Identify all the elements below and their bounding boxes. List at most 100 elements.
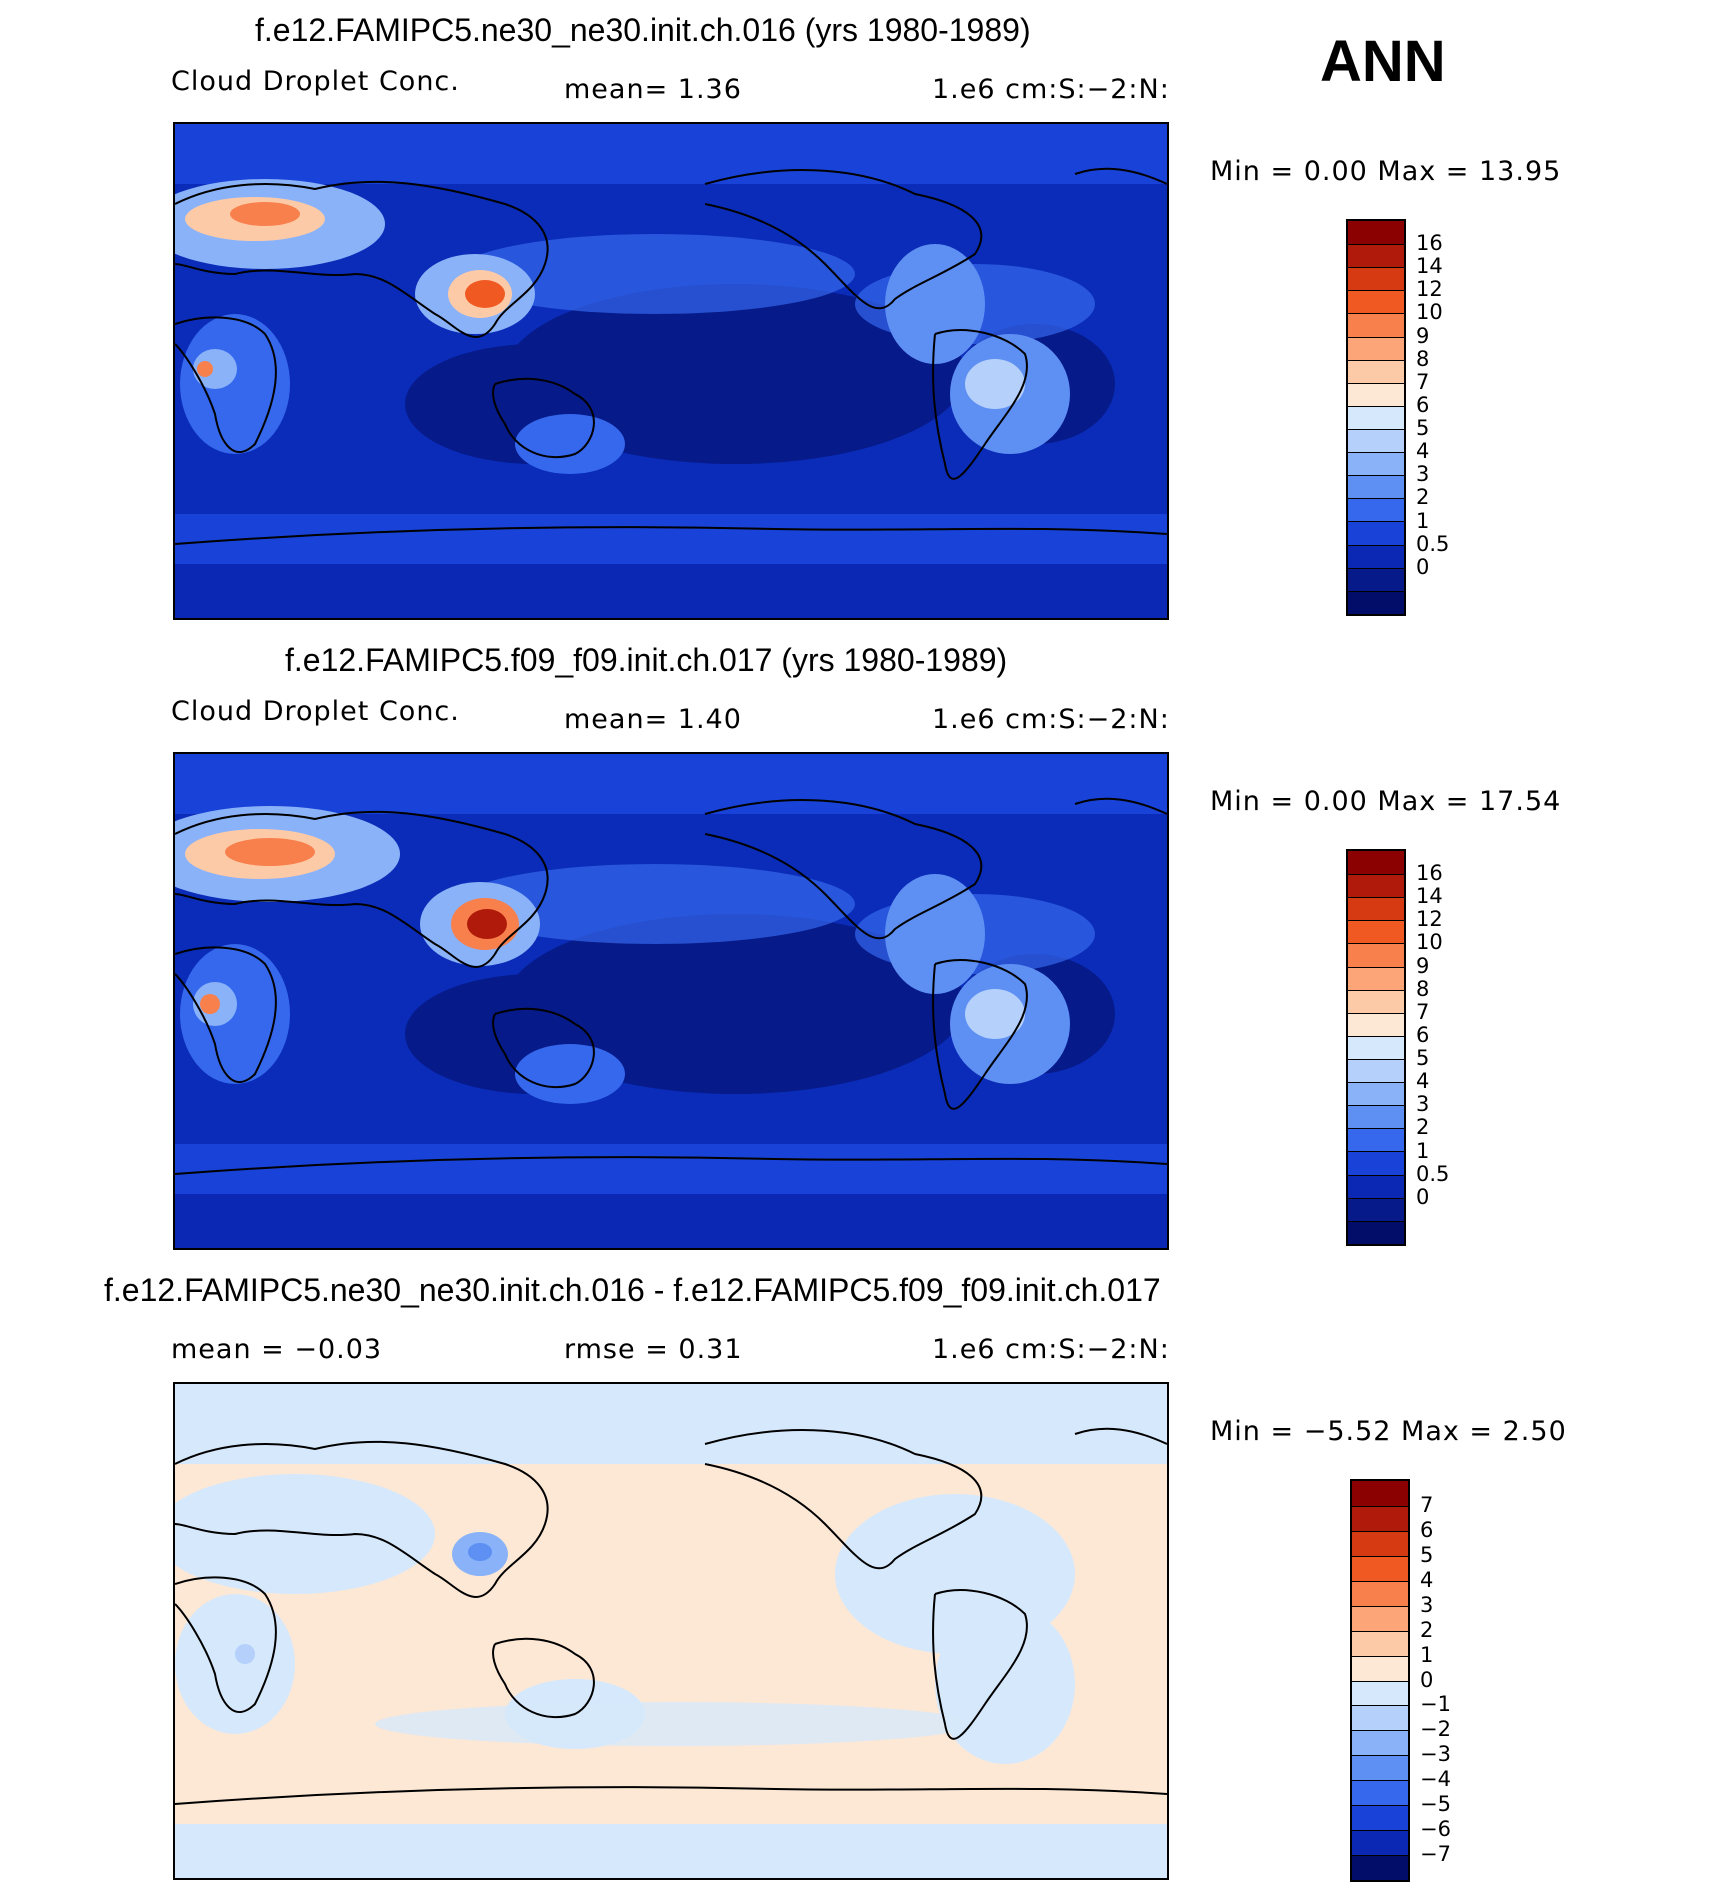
colorbar-swatch [1352,1630,1408,1656]
colorbar-tick-label: 4 [1416,439,1430,464]
colorbar-tick-label: 6 [1420,1517,1434,1542]
panel2-title: f.e12.FAMIPC5.f09_f09.init.ch.017 (yrs 1… [285,642,1008,678]
panel3-mean-label: mean = −0.03 [171,1334,383,1365]
colorbar-swatch [1352,1555,1408,1581]
colorbar-swatch [1348,221,1404,245]
colorbar-tick-label: 5 [1416,1046,1430,1071]
panel2-map-graphic [175,754,1167,1248]
colorbar-swatch [1348,590,1404,614]
colorbar-tick-label: 0.5 [1416,531,1450,556]
colorbar-swatch [1348,943,1404,967]
colorbar-tick-label: 2 [1416,485,1430,510]
colorbar-tick-label: 6 [1416,392,1430,417]
colorbar-tick-label: 1 [1416,508,1430,533]
colorbar-tick-label: 4 [1420,1567,1434,1592]
colorbar-tick-label: 0 [1416,554,1430,579]
colorbar-tick-label: 10 [1416,300,1443,325]
colorbar-swatch [1352,1705,1408,1731]
colorbar-swatch [1352,1530,1408,1556]
colorbar-tick-label: 4 [1416,1069,1430,1094]
panel3-map [173,1382,1169,1880]
colorbar-swatch [1352,1730,1408,1756]
colorbar-swatch [1348,1197,1404,1221]
colorbar-swatch [1348,452,1404,476]
colorbar-tick-label: 12 [1416,907,1443,932]
colorbar-swatch [1352,1830,1408,1856]
colorbar-swatch [1352,1805,1408,1831]
colorbar-swatch [1348,1058,1404,1083]
colorbar-swatch [1348,1012,1404,1036]
colorbar-tick-label: 3 [1416,1092,1430,1117]
panel1-units-label: 1.e6 cm:S:−2:N: [932,74,1170,105]
colorbar-swatch [1348,851,1404,875]
colorbar-tick-label: 8 [1416,976,1430,1001]
colorbar-tick-label: 8 [1416,346,1430,371]
colorbar-swatch [1352,1580,1408,1606]
colorbar-swatch [1348,1035,1404,1059]
panel3-colorbar-bar [1350,1479,1410,1882]
panel3-map-graphic [175,1384,1167,1878]
colorbar-swatch [1348,544,1404,568]
colorbar-tick-label: 3 [1420,1592,1434,1617]
colorbar-swatch [1348,567,1404,591]
colorbar-tick-label: 1 [1420,1642,1434,1667]
colorbar-swatch [1352,1680,1408,1706]
colorbar-swatch [1352,1655,1408,1681]
panel3-title: f.e12.FAMIPC5.ne30_ne30.init.ch.016 - f.… [104,1272,1161,1308]
panel1-colorbar-bar [1346,219,1406,616]
colorbar-swatch [1348,405,1404,429]
panel2-minmax-label: Min = 0.00 Max = 17.54 [1210,786,1562,817]
colorbar-swatch [1352,1855,1408,1880]
colorbar-tick-label: 0.5 [1416,1161,1450,1186]
colorbar-tick-label: 16 [1416,861,1443,886]
panel1-mean-label: mean= 1.36 [564,74,742,105]
panel2-units-label: 1.e6 cm:S:−2:N: [932,704,1170,735]
colorbar-swatch [1348,475,1404,499]
colorbar-swatch [1348,897,1404,921]
colorbar-tick-label: 3 [1416,462,1430,487]
colorbar-tick-label: 5 [1420,1542,1434,1567]
panel1-map [173,122,1169,620]
colorbar-tick-label: 5 [1416,416,1430,441]
colorbar-tick-label: −5 [1420,1792,1451,1817]
colorbar-tick-label: 9 [1416,323,1430,348]
colorbar-swatch [1348,1220,1404,1244]
colorbar-swatch [1348,290,1404,314]
colorbar-tick-label: −4 [1420,1767,1451,1792]
panel1-variable-label: Cloud Droplet Conc. [171,66,460,97]
panel2-map [173,752,1169,1250]
colorbar-tick-label: 12 [1416,277,1443,302]
colorbar-tick-label: 0 [1420,1667,1434,1692]
colorbar-tick-label: −1 [1420,1692,1451,1717]
colorbar-swatch [1348,1174,1404,1198]
colorbar-tick-label: 9 [1416,953,1430,978]
colorbar-tick-label: 7 [1420,1492,1434,1517]
colorbar-tick-label: −2 [1420,1717,1451,1742]
colorbar-swatch [1348,244,1404,268]
panel1-title: f.e12.FAMIPC5.ne30_ne30.init.ch.016 (yrs… [255,12,1031,48]
panel1-map-graphic [175,124,1167,618]
colorbar-swatch [1352,1505,1408,1531]
colorbar-tick-label: 7 [1416,999,1430,1024]
season-label: ANN [1320,29,1446,94]
colorbar-tick-label: 16 [1416,231,1443,256]
colorbar-swatch [1348,336,1404,360]
colorbar-swatch [1348,1128,1404,1152]
colorbar-swatch [1348,989,1404,1013]
panel3-rmse-label: rmse = 0.31 [564,1334,743,1365]
colorbar-swatch [1348,313,1404,337]
colorbar-swatch [1352,1481,1408,1506]
panel2-mean-label: mean= 1.40 [564,704,742,735]
colorbar-swatch [1348,521,1404,545]
colorbar-tick-label: 14 [1416,884,1443,909]
colorbar-tick-label: 14 [1416,254,1443,279]
colorbar-tick-label: 0 [1416,1184,1430,1209]
colorbar-tick-label: 2 [1420,1617,1434,1642]
colorbar-tick-label: −3 [1420,1742,1451,1767]
colorbar-tick-label: 7 [1416,369,1430,394]
colorbar-swatch [1348,920,1404,944]
colorbar-swatch [1348,498,1404,522]
colorbar-swatch [1348,1151,1404,1175]
colorbar-swatch [1352,1780,1408,1806]
colorbar-swatch [1348,1105,1404,1129]
